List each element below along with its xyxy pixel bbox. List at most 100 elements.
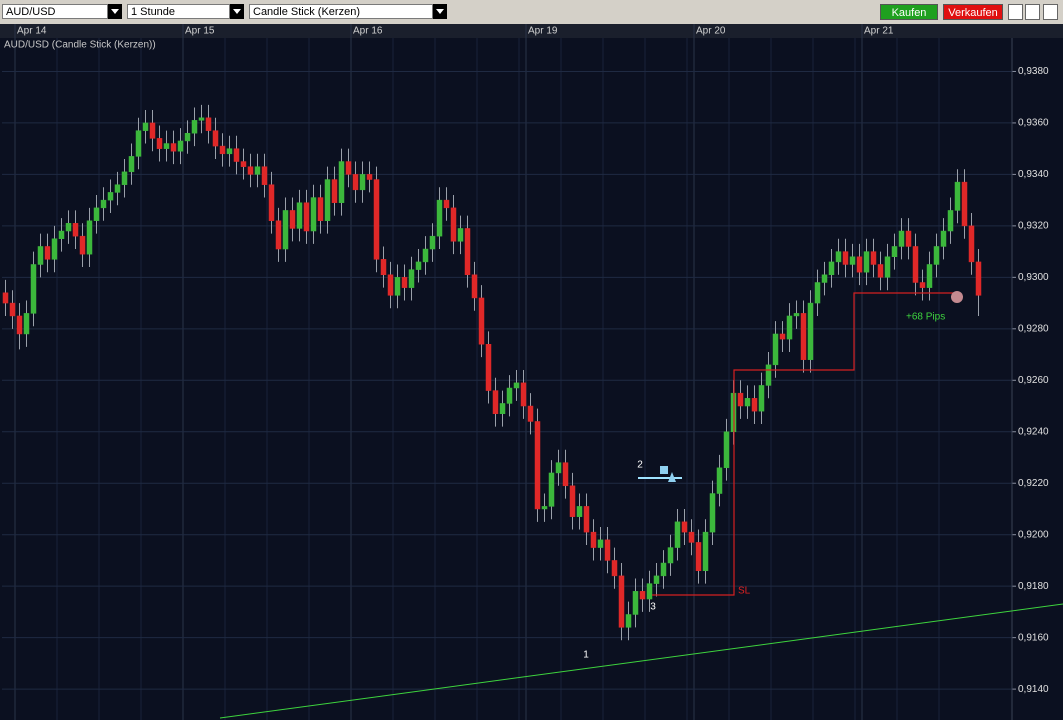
annotation: 3 [650, 602, 656, 613]
y-tick-label: 0,9320 [1018, 221, 1049, 232]
buy-button[interactable]: Kaufen [880, 4, 938, 20]
candle-body [296, 202, 303, 229]
candle-body [772, 333, 779, 366]
candle-body [744, 398, 751, 407]
y-tick-label: 0,9360 [1018, 118, 1049, 129]
candle-body [562, 462, 569, 487]
candle-body [121, 171, 128, 185]
candle-body [79, 235, 86, 255]
bar-icon[interactable] [1008, 4, 1023, 20]
interval-select[interactable]: 1 Stunde [127, 4, 230, 19]
candle-body [373, 179, 380, 260]
candle-body [9, 302, 16, 317]
candle-body [709, 493, 716, 533]
candle-body [212, 130, 219, 147]
style-select[interactable]: Candle Stick (Kerzen) [249, 4, 433, 19]
candle-body [716, 467, 723, 494]
candle-body [170, 143, 177, 152]
candle-body [23, 313, 30, 335]
candle-body [541, 506, 548, 510]
dropdown-arrow[interactable] [433, 4, 447, 19]
candle-body [16, 315, 23, 335]
candle-body [184, 132, 191, 142]
draw-icon[interactable] [1025, 4, 1040, 20]
candle-body [870, 251, 877, 265]
candle-body [324, 179, 331, 221]
candle-body [219, 145, 226, 155]
candle-body [751, 398, 758, 412]
window-icon[interactable] [1043, 4, 1058, 20]
x-tick-label: Apr 16 [353, 26, 383, 37]
candle-body [275, 220, 282, 250]
candle-body [646, 583, 653, 600]
dropdown-arrow[interactable] [108, 4, 122, 19]
candle-body [919, 282, 926, 288]
candle-body [471, 274, 478, 299]
candle-body [387, 274, 394, 296]
candle-body [702, 531, 709, 571]
candle-body [359, 174, 366, 191]
candle-body [884, 256, 891, 278]
dropdown-arrow[interactable] [230, 4, 244, 19]
candle-body [310, 197, 317, 232]
candle-body [380, 259, 387, 276]
candle-body [331, 179, 338, 203]
candle-body [366, 174, 373, 180]
plot-background [0, 38, 1063, 720]
candle-body [107, 192, 114, 201]
candle-body [282, 210, 289, 250]
candle-body [457, 228, 464, 242]
entry-triangle [668, 472, 676, 482]
candle-body [849, 256, 856, 265]
candle-body [597, 539, 604, 548]
symbol-select[interactable]: AUD/USD [2, 4, 108, 19]
candle-body [765, 364, 772, 386]
candle-body [233, 148, 240, 162]
candle-body [436, 199, 443, 237]
candle-body [625, 614, 632, 628]
candle-body [898, 230, 905, 247]
candle-body [793, 313, 800, 317]
candle-body [198, 117, 205, 121]
candle-body [240, 161, 247, 167]
candle-body [940, 230, 947, 247]
candle-body [576, 506, 583, 517]
candle-body [163, 143, 170, 149]
sell-button[interactable]: Verkaufen [943, 4, 1003, 20]
candle-body [268, 184, 275, 221]
candle-body [667, 547, 674, 564]
annotation: +68 Pips [906, 312, 945, 323]
candle-body [604, 539, 611, 561]
chart-title: AUD/USD (Candle Stick (Kerzen)) [4, 40, 156, 51]
candle-body [345, 161, 352, 175]
candle-body [135, 130, 142, 157]
exit-marker [951, 291, 963, 303]
candle-body [37, 246, 44, 265]
y-tick-label: 0,9200 [1018, 529, 1049, 540]
candle-body [261, 166, 268, 185]
x-tick-label: Apr 19 [528, 26, 558, 37]
candle-body [863, 251, 870, 273]
candle-body [877, 264, 884, 278]
y-tick-label: 0,9380 [1018, 66, 1049, 77]
candle-body [317, 197, 324, 221]
candle-body [51, 238, 58, 260]
candle-body [856, 256, 863, 273]
x-tick-label: Apr 21 [864, 26, 894, 37]
candle-body [660, 562, 667, 577]
candle-body [93, 207, 100, 221]
candle-body [114, 184, 121, 193]
candle-body [429, 235, 436, 250]
annotation: 1 [583, 650, 589, 661]
candle-body [723, 431, 730, 469]
candle-body [828, 261, 835, 276]
annotation: 2 [637, 460, 643, 471]
date-bar [0, 24, 1063, 38]
candle-body [569, 485, 576, 517]
y-tick-label: 0,9240 [1018, 426, 1049, 437]
candle-body [583, 506, 590, 533]
candle-body [926, 264, 933, 288]
candle-body [912, 246, 919, 283]
candle-body [821, 274, 828, 283]
